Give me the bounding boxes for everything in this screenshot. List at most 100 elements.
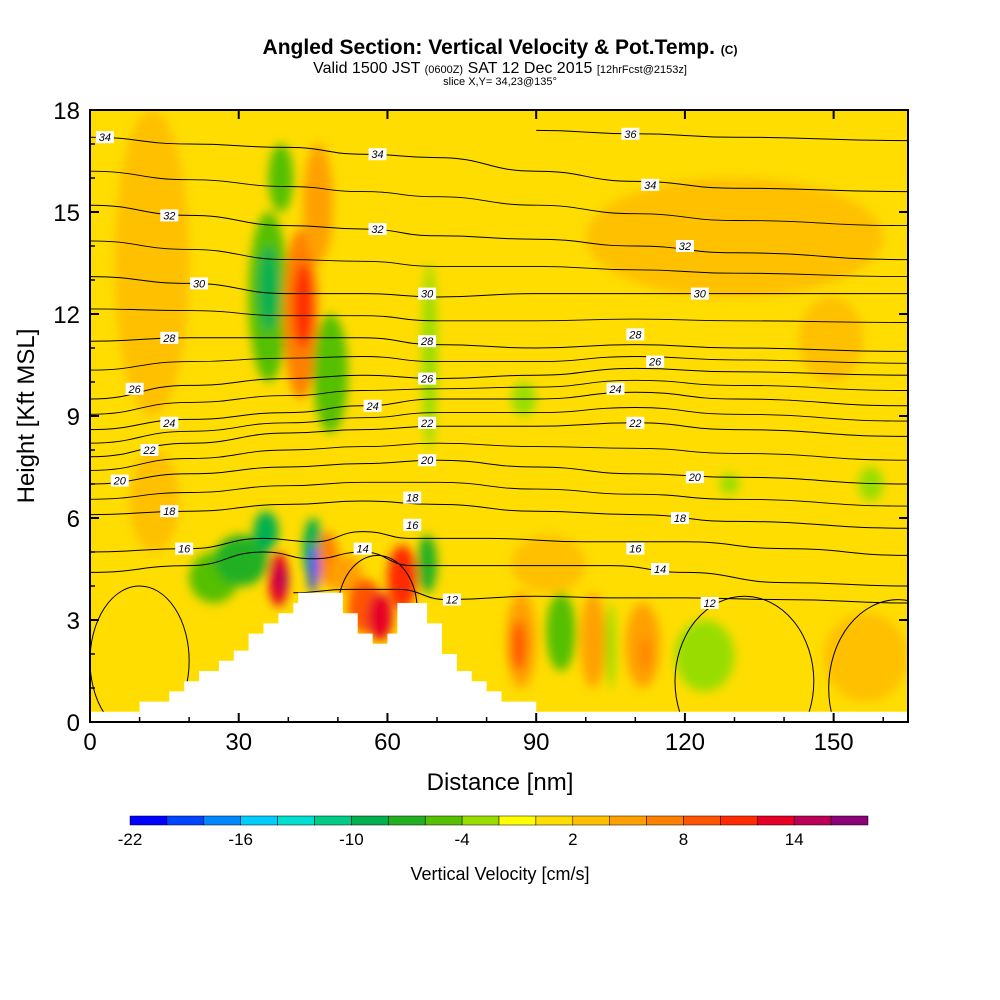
theta-contour-mid-8 xyxy=(90,308,908,323)
contour-label-text: 26 xyxy=(420,374,434,386)
contour-label-text: 26 xyxy=(648,357,662,369)
colorbar-swatch-15 xyxy=(683,815,721,826)
velocity-cell-4 xyxy=(253,511,279,552)
contour-label-25: 18 xyxy=(160,505,179,518)
contour-label-6: 32 xyxy=(675,240,694,253)
velocity-cell-35 xyxy=(858,467,884,501)
closed-contour-2 xyxy=(674,595,815,722)
velocity-cell-14 xyxy=(417,535,438,593)
velocity-cell-20 xyxy=(303,144,333,263)
y-tick-label: 12 xyxy=(53,302,80,329)
chart-title: Angled Section: Vertical Velocity & Pot.… xyxy=(0,36,1000,60)
contour-label-bg xyxy=(626,328,645,341)
contour-label-15: 26 xyxy=(418,372,437,386)
contour-label-16: 24 xyxy=(606,382,625,396)
theta-contour-20 xyxy=(90,459,908,485)
contour-label-9: 30 xyxy=(690,287,709,301)
contour-label-bg xyxy=(418,335,437,348)
terrain xyxy=(90,592,908,722)
contour-label-text: 12 xyxy=(446,595,458,607)
theta-contour-24 xyxy=(90,391,908,431)
contour-label-18: 24 xyxy=(160,416,179,430)
y-tick-label: 15 xyxy=(53,200,80,227)
colorbar-swatch-12 xyxy=(572,815,610,826)
contour-label-bg xyxy=(626,416,645,429)
y-tick-label: 6 xyxy=(67,506,80,533)
contour-label-bg xyxy=(418,416,437,429)
contour-label-text: 18 xyxy=(674,513,687,525)
contour-label-bg xyxy=(700,597,719,609)
contour-label-bg xyxy=(110,474,129,487)
theta-contour-22 xyxy=(90,422,908,458)
velocity-cell-36 xyxy=(719,473,740,495)
contour-label-bg xyxy=(363,399,382,412)
x-axis-label: Distance [nm] xyxy=(427,769,574,796)
contour-label-30: 16 xyxy=(626,542,645,556)
contour-label-bg xyxy=(368,223,387,235)
theta-contour-mid-7 xyxy=(90,356,908,371)
x-tick-label: 150 xyxy=(814,729,854,756)
contour-label-29: 16 xyxy=(403,518,422,532)
y-axis: 0 3 6 9 12 15 18 xyxy=(53,98,908,737)
contour-label-text: 24 xyxy=(608,384,621,396)
contour-label-bg xyxy=(685,471,704,484)
x-tick-label: 60 xyxy=(374,729,401,756)
contour-label-bg xyxy=(418,454,437,467)
contour-label-text: 28 xyxy=(628,329,642,341)
colorbar-tick-label: -22 xyxy=(118,830,143,849)
velocity-cell-25 xyxy=(511,620,527,671)
velocity-cell-13 xyxy=(387,545,418,610)
subtitle-valid: Valid 1500 JST xyxy=(313,60,421,77)
contour-label-text: 26 xyxy=(127,384,141,396)
theta-contour-16 xyxy=(90,531,908,556)
contour-label-bg xyxy=(403,491,422,504)
contour-label-bg xyxy=(160,416,179,429)
velocity-cell-3 xyxy=(213,535,269,586)
contour-label-text: 18 xyxy=(163,506,176,518)
contour-label-32: 14 xyxy=(651,563,670,576)
contour-label-19: 22 xyxy=(418,416,437,430)
contour-label-bg xyxy=(651,563,670,575)
contour-label-5: 32 xyxy=(368,223,387,236)
velocity-cell-1 xyxy=(129,450,180,552)
contour-label-text: 20 xyxy=(420,455,434,467)
contour-label-bg xyxy=(160,209,179,222)
contour-label-text: 32 xyxy=(163,210,175,222)
contour-label-33: 12 xyxy=(442,593,461,607)
contour-label-bg xyxy=(140,444,159,456)
colorbar-swatch-0 xyxy=(129,815,168,826)
velocity-cell-6 xyxy=(275,565,289,593)
contour-label-bg xyxy=(125,382,144,395)
colorbar-swatch-18 xyxy=(793,815,832,826)
chart-subtitle: Valid 1500 JST (0600Z) SAT 12 Dec 2015 [… xyxy=(0,60,1000,78)
theta-contour-14 xyxy=(90,551,908,587)
y-tick-label: 0 xyxy=(67,710,80,737)
contour-label-text: 34 xyxy=(644,180,656,192)
contour-label-11: 28 xyxy=(418,335,437,348)
theta-contour-mid-4 xyxy=(90,442,908,471)
y-tick-label: 9 xyxy=(67,404,80,431)
velocity-cell-32 xyxy=(823,613,908,702)
contour-label-bg xyxy=(95,131,114,144)
colorbar-swatch-2 xyxy=(203,815,241,826)
subtitle-utc: (0600Z) xyxy=(424,64,464,76)
contour-label-4: 32 xyxy=(160,209,179,222)
contour-label-text: 14 xyxy=(357,544,369,556)
contour-label-text: 32 xyxy=(679,241,691,253)
contour-label-13: 26 xyxy=(646,355,665,369)
contour-label-text: 20 xyxy=(113,476,127,488)
chart-title-unit: (C) xyxy=(720,43,738,57)
velocity-cell-21 xyxy=(313,314,348,433)
x-axis: 0 30 60 90 120 150 xyxy=(83,110,884,756)
contour-label-text: 24 xyxy=(162,418,175,430)
contour-label-text: 34 xyxy=(371,149,383,161)
contour-labels: 34 36 34 34 32 32 32 30 30 30 28 28 28 26 26 26 24 24 24 22… xyxy=(95,127,719,610)
slice-label: slice X,Y= 34,23@135° xyxy=(443,76,557,88)
colorbar-swatch-10 xyxy=(498,815,537,826)
velocity-cell-10 xyxy=(327,555,363,593)
contour-label-bg xyxy=(160,331,179,344)
colorbar-swatch-3 xyxy=(240,815,278,826)
y-tick-label: 3 xyxy=(67,608,80,635)
velocity-cell-31 xyxy=(674,620,735,692)
colorbar-swatch-13 xyxy=(609,815,647,826)
